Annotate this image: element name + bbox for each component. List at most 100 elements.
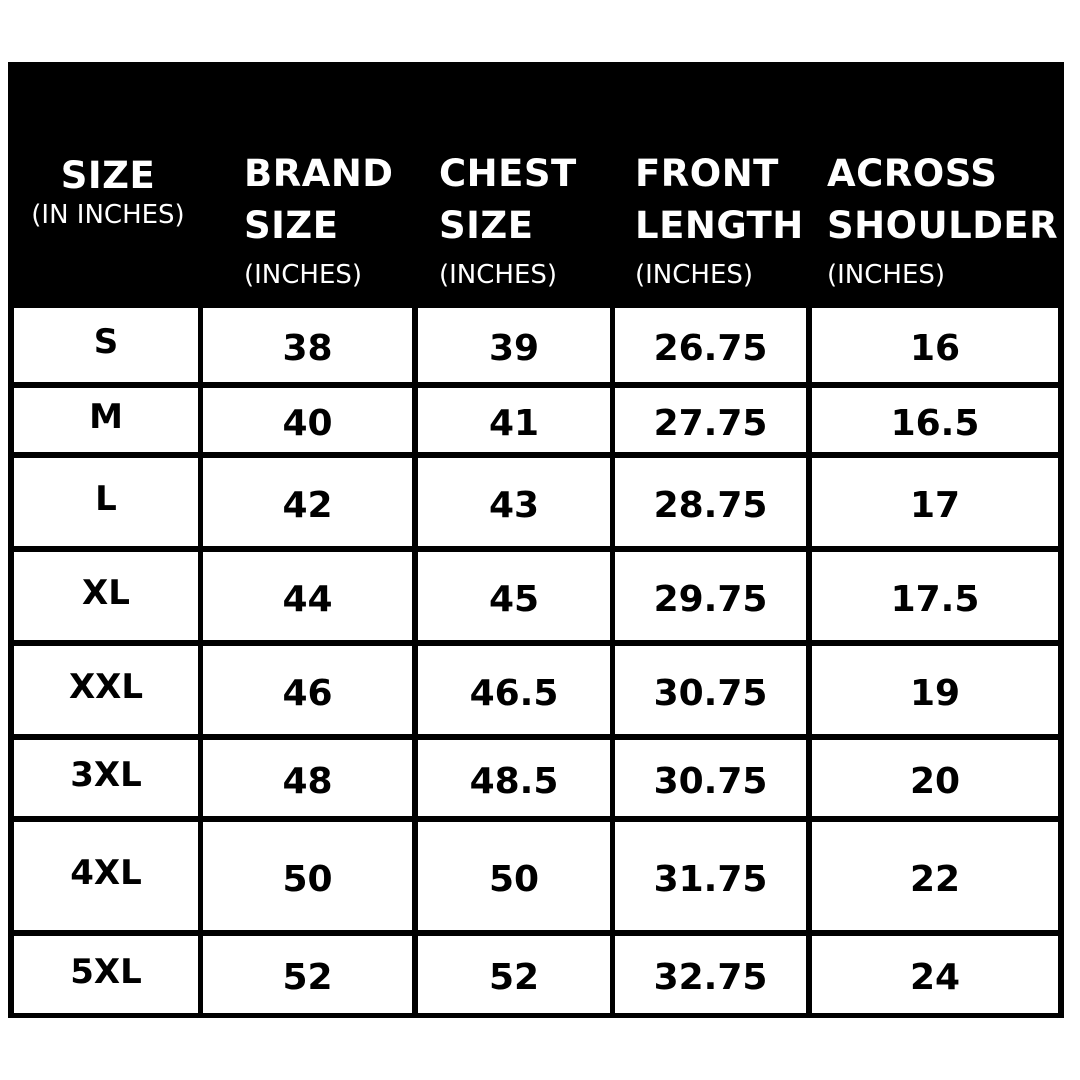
header-title: SHOULDER [827,204,1059,247]
header-title: FRONT [635,152,779,195]
cell-value: 4XL [70,853,142,893]
header-title: SIZE [439,204,534,247]
measurement-cell: 20 [812,740,1058,816]
cell-value: 50 [282,858,333,900]
cell-value: M [89,397,123,437]
measurement-cell: 16.5 [812,388,1058,452]
measurement-cell: 28.75 [615,458,806,546]
header-subtitle: (INCHES) [244,260,363,290]
header-brand-size: BRAND SIZE (INCHES) [244,148,394,298]
cell-value: 17.5 [890,578,980,620]
cell-value: 40 [282,402,333,444]
measurement-cell: 48.5 [418,740,610,816]
cell-value: 30.75 [653,672,768,714]
cell-value: 48.5 [469,760,559,802]
cell-value: 22 [909,858,961,900]
measurement-cell: 30.75 [615,646,806,734]
header-across-shoulder: ACROSS SHOULDER (INCHES) [827,148,1058,298]
measurement-cell: 22 [812,822,1058,930]
cell-value: 44 [282,578,333,620]
measurement-cell: 26.75 [615,308,806,382]
measurement-cell: 29.75 [615,552,806,640]
cell-value: 46.5 [469,672,559,714]
cell-value: 50 [488,858,540,900]
measurement-cell: 52 [418,936,610,1013]
cell-value: 3XL [70,755,142,795]
cell-value: 17 [909,484,961,526]
cell-value: 31.75 [653,858,768,900]
size-label-cell: 4XL [14,822,198,930]
cell-value: 52 [282,957,333,998]
measurement-cell: 31.75 [615,822,806,930]
measurement-cell: 17 [812,458,1058,546]
measurement-cell: 42 [203,458,412,546]
cell-value: 41 [488,402,540,444]
header-title: SIZE [244,204,339,247]
header-chest-size: CHEST SIZE (INCHES) [439,148,577,298]
measurement-cell: 43 [418,458,610,546]
cell-value: XXL [68,667,144,707]
size-label-cell: S [14,308,198,382]
cell-value: 48 [282,760,333,802]
measurement-cell: 27.75 [615,388,806,452]
measurement-cell: 50 [203,822,412,930]
cell-value: 24 [909,957,961,998]
measurement-cell: 40 [203,388,412,452]
measurement-cell: 46.5 [418,646,610,734]
header-title: CHEST [439,152,577,195]
cell-value: 39 [488,327,540,369]
measurement-cell: 24 [812,936,1058,1013]
cell-value: 45 [488,578,540,620]
size-label-cell: XL [14,552,198,640]
header-subtitle: (INCHES) [827,260,946,290]
size-label-cell: L [14,458,198,546]
cell-value: S [93,322,119,362]
header-subtitle: (IN INCHES) [31,200,185,230]
measurement-cell: 50 [418,822,610,930]
cell-value: 5XL [70,951,142,992]
cell-value: 16.5 [890,402,980,444]
cell-value: 28.75 [653,484,768,526]
cell-value: 42 [282,484,333,526]
cell-value: 30.75 [653,760,768,802]
cell-value: 38 [282,327,333,369]
cell-value: 20 [909,760,961,802]
measurement-cell: 38 [203,308,412,382]
measurement-cell: 32.75 [615,936,806,1013]
header-size: SIZE (IN INCHES) [18,150,198,228]
header-subtitle: (INCHES) [635,260,754,290]
header-subtitle: (INCHES) [439,260,558,290]
measurement-cell: 46 [203,646,412,734]
size-label-cell: 3XL [14,740,198,816]
header-front-length: FRONT LENGTH (INCHES) [635,148,804,298]
header-title: SIZE [60,154,156,197]
header-title: BRAND [244,152,394,195]
measurement-cell: 39 [418,308,610,382]
measurement-cell: 48 [203,740,412,816]
measurement-cell: 52 [203,936,412,1013]
cell-value: 29.75 [653,578,768,620]
cell-value: 19 [909,672,961,714]
cell-value: 46 [282,672,333,714]
size-label-cell: M [14,388,198,452]
cell-value: 16 [909,327,961,369]
cell-value: 52 [488,957,540,998]
cell-value: XL [82,573,130,613]
size-label-cell: XXL [14,646,198,734]
size-label-cell: 5XL [14,936,198,1013]
measurement-cell: 17.5 [812,552,1058,640]
measurement-cell: 45 [418,552,610,640]
measurement-cell: 41 [418,388,610,452]
measurement-cell: 19 [812,646,1058,734]
measurement-cell: 44 [203,552,412,640]
header-title: ACROSS [827,152,998,195]
cell-value: 26.75 [653,327,768,369]
header-title: LENGTH [635,204,804,247]
size-chart-table: SIZE (IN INCHES) BRAND SIZE (INCHES) CHE… [8,62,1064,1018]
cell-value: 27.75 [653,402,768,444]
cell-value: 32.75 [653,957,768,998]
measurement-cell: 16 [812,308,1058,382]
cell-value: 43 [488,484,540,526]
cell-value: L [95,479,117,519]
measurement-cell: 30.75 [615,740,806,816]
